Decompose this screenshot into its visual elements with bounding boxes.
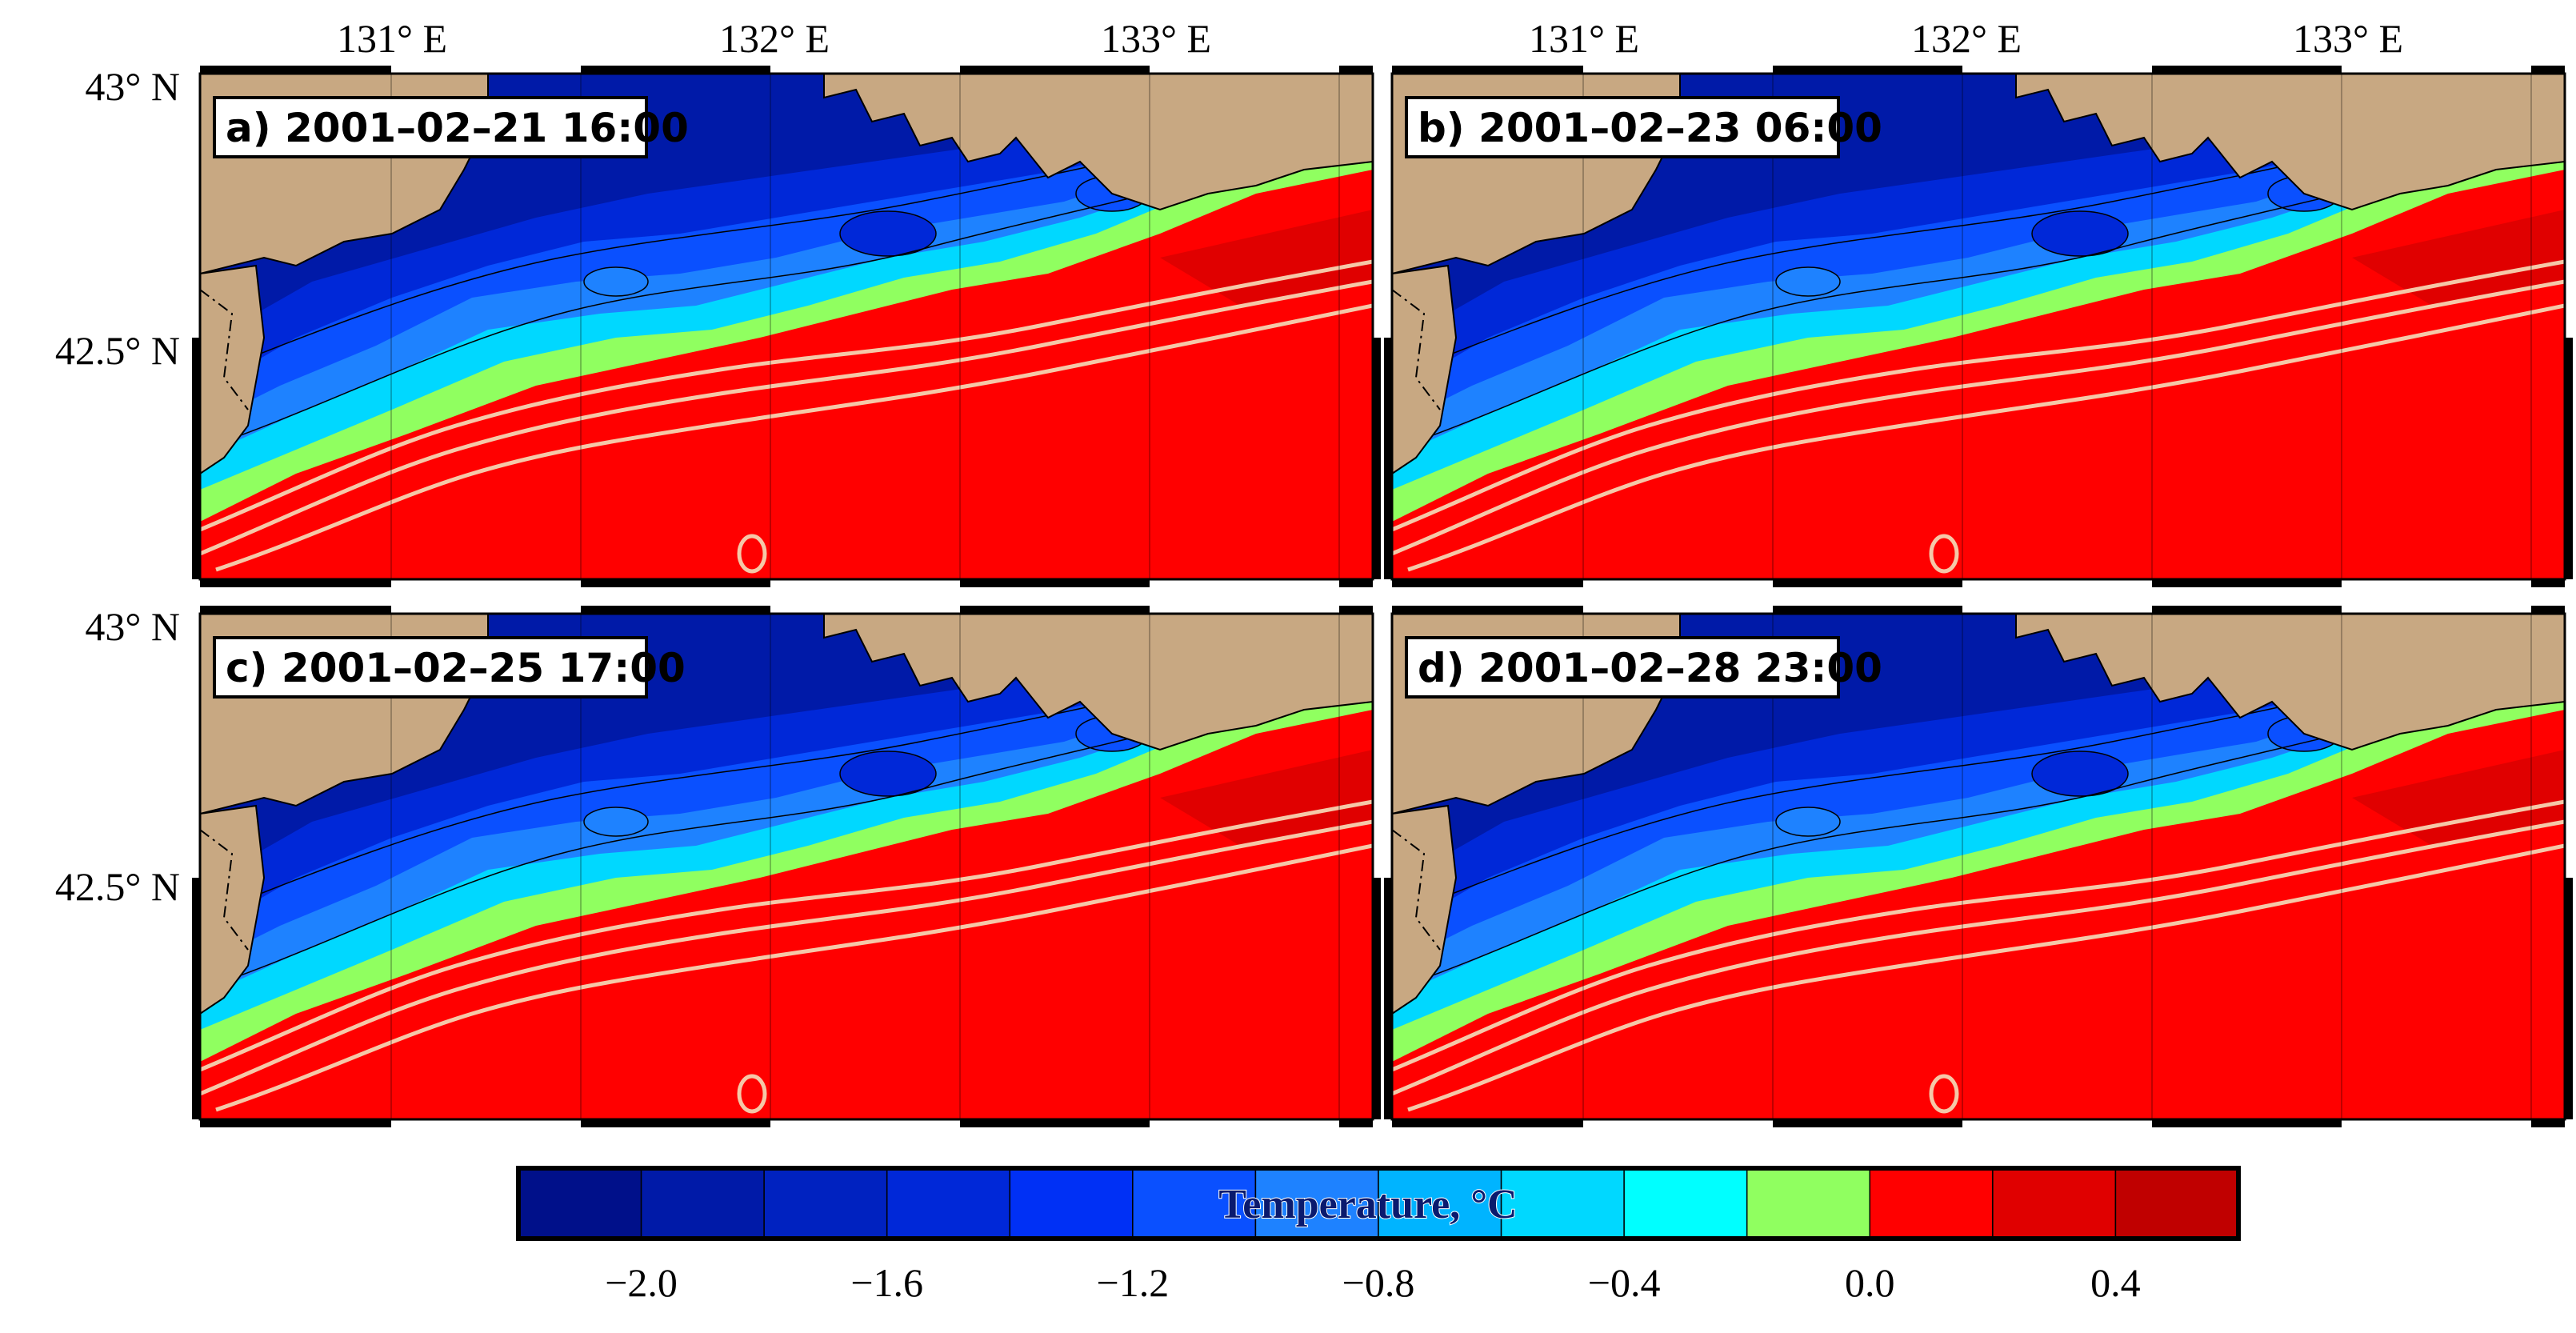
map-border-ticks <box>1384 606 2573 1127</box>
colorbar-swatch <box>1500 1167 1625 1239</box>
colorbar-tick-label: −0.4 <box>1588 1260 1661 1305</box>
map-panel-c: c) 2001–02–25 17:00 <box>192 606 1381 1127</box>
colorbar-tick-labels: −2.0 −1.6 −1.2 −0.8 −0.4 0.0 0.4 <box>605 1260 2140 1305</box>
panel-label-text: a) 2001–02–21 16:00 <box>226 105 689 151</box>
colorbar-swatch <box>1746 1167 1871 1239</box>
map-frame <box>198 612 1374 1121</box>
map-frame <box>1390 612 2566 1121</box>
colorbar-swatches <box>518 1167 2239 1239</box>
top-longitude-labels: 131° E 132° E 133° E 131° E 132° E 133° … <box>337 16 2403 61</box>
lon-label-131-right: 131° E <box>1529 16 1639 61</box>
colorbar-swatch <box>1009 1167 1134 1239</box>
panel-label-text: c) 2001–02–25 17:00 <box>226 645 686 691</box>
map-panel-d: d) 2001–02–28 23:00 <box>1384 606 2573 1127</box>
colorbar-swatch <box>640 1167 765 1239</box>
lat-label-43-top: 43° N <box>85 64 180 109</box>
colorbar-swatch <box>1869 1167 1994 1239</box>
colorbar-swatch <box>1254 1167 1379 1239</box>
colorbar-tick-label: −1.6 <box>850 1260 923 1305</box>
map-border-ticks <box>192 606 1381 1127</box>
lon-label-131-left: 131° E <box>337 16 447 61</box>
lat-label-43-bottom: 43° N <box>85 604 180 649</box>
panel-label-d: d) 2001–02–28 23:00 <box>1405 636 1882 699</box>
panel-label-text: b) 2001–02–23 06:00 <box>1418 105 1882 151</box>
panel-label-b: b) 2001–02–23 06:00 <box>1405 96 1882 158</box>
colorbar-tick-label: −0.8 <box>1342 1260 1415 1305</box>
lon-label-132-right: 132° E <box>1911 16 2022 61</box>
map-panel-a: a) 2001–02–21 16:00 <box>192 66 1381 587</box>
map-frame <box>198 72 1374 581</box>
lon-label-133-left: 133° E <box>1101 16 1211 61</box>
colorbar-tick-label: −2.0 <box>605 1260 678 1305</box>
lat-label-42-5-bottom: 42.5° N <box>55 864 180 909</box>
colorbar-frame <box>516 1166 2241 1241</box>
colorbar: Temperature, °C −2.0 −1.6 −1.2 −0.8 −0.4 0.0 0… <box>516 1166 2241 1305</box>
map-border-ticks <box>1384 66 2573 587</box>
lon-label-132-left: 132° E <box>719 16 830 61</box>
colorbar-tick-label: 0.4 <box>2090 1260 2141 1305</box>
left-latitude-labels: 43° N 42.5° N 43° N 42.5° N <box>55 64 180 909</box>
colorbar-swatch <box>1623 1167 1748 1239</box>
map-frame <box>1390 72 2566 581</box>
colorbar-tick-label: −1.2 <box>1097 1260 1170 1305</box>
colorbar-swatch <box>1132 1167 1257 1239</box>
colorbar-swatch <box>763 1167 888 1239</box>
colorbar-tick-label: 0.0 <box>1845 1260 1895 1305</box>
map-panel-b: b) 2001–02–23 06:00 <box>1384 66 2573 587</box>
panel-label-text: d) 2001–02–28 23:00 <box>1418 645 1882 691</box>
panel-label-a: a) 2001–02–21 16:00 <box>213 96 689 158</box>
colorbar-swatch <box>886 1167 1011 1239</box>
map-border-ticks <box>192 66 1381 587</box>
colorbar-swatch <box>518 1167 642 1239</box>
panel-label-c: c) 2001–02–25 17:00 <box>213 636 686 699</box>
colorbar-swatch <box>2114 1167 2239 1239</box>
colorbar-swatch <box>1992 1167 2117 1239</box>
lat-label-42-5-top: 42.5° N <box>55 328 180 373</box>
lon-label-133-right: 133° E <box>2293 16 2403 61</box>
colorbar-title: Temperature, °C <box>1218 1182 1517 1227</box>
